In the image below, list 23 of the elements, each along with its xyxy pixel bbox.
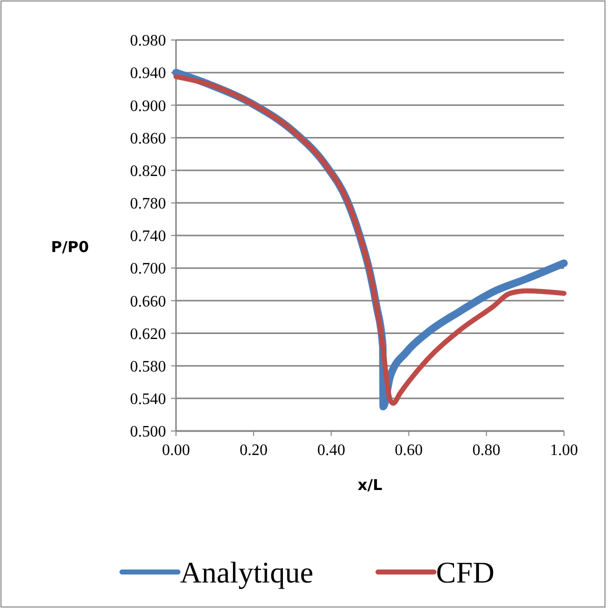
x-tick-label: 0.20 xyxy=(240,442,268,459)
y-tick-label: 0.940 xyxy=(130,65,166,82)
y-axis-title: P/P0 xyxy=(51,238,89,256)
x-tick-label: 0.80 xyxy=(472,442,500,459)
y-tick-label: 0.980 xyxy=(130,32,166,50)
y-tick-label: 0.700 xyxy=(130,260,166,278)
y-tick-label: 0.500 xyxy=(130,424,166,441)
x-tick-label: 0.40 xyxy=(317,442,346,459)
x-axis-title: x/L xyxy=(358,476,383,494)
x-tick-label: 0.60 xyxy=(394,442,423,459)
y-tick-label: 0.620 xyxy=(130,326,166,343)
y-tick-label: 0.820 xyxy=(130,162,166,180)
y-tick-label: 0.660 xyxy=(130,293,166,310)
y-tick-label: 0.900 xyxy=(130,98,166,115)
y-tick-label: 0.780 xyxy=(130,196,166,213)
y-tick-label: 0.580 xyxy=(130,358,166,376)
y-tick-label: 0.860 xyxy=(130,130,166,148)
y-tick-label: 0.540 xyxy=(130,391,166,408)
legend-label: Analytique xyxy=(180,556,314,590)
legend-label: CFD xyxy=(436,556,494,590)
x-tick-label: 0.00 xyxy=(162,442,190,459)
y-tick-label: 0.740 xyxy=(130,228,166,246)
x-tick-label: 1.00 xyxy=(550,442,578,459)
